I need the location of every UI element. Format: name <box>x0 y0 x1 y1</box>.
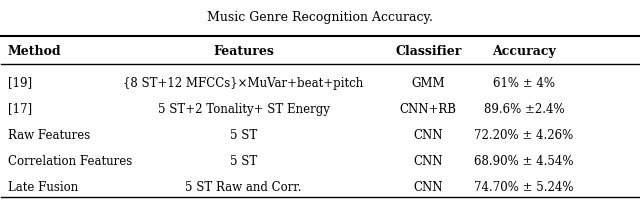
Text: 5 ST Raw and Corr.: 5 ST Raw and Corr. <box>186 180 302 193</box>
Text: 74.70% ± 5.24%: 74.70% ± 5.24% <box>474 180 573 193</box>
Text: Accuracy: Accuracy <box>492 45 556 58</box>
Text: Late Fusion: Late Fusion <box>8 180 78 193</box>
Text: 5 ST: 5 ST <box>230 154 257 167</box>
Text: Music Genre Recognition Accuracy.: Music Genre Recognition Accuracy. <box>207 11 433 24</box>
Text: CNN+RB: CNN+RB <box>400 102 457 115</box>
Text: CNN: CNN <box>413 128 443 141</box>
Text: CNN: CNN <box>413 154 443 167</box>
Text: 68.90% ± 4.54%: 68.90% ± 4.54% <box>474 154 573 167</box>
Text: 5 ST+2 Tonality+ ST Energy: 5 ST+2 Tonality+ ST Energy <box>157 102 330 115</box>
Text: {8 ST+12 MFCCs}×MuVar+beat+pitch: {8 ST+12 MFCCs}×MuVar+beat+pitch <box>124 76 364 89</box>
Text: CNN: CNN <box>413 180 443 193</box>
Text: GMM: GMM <box>412 76 445 89</box>
Text: 72.20% ± 4.26%: 72.20% ± 4.26% <box>474 128 573 141</box>
Text: [17]: [17] <box>8 102 32 115</box>
Text: Classifier: Classifier <box>395 45 461 58</box>
Text: Features: Features <box>213 45 274 58</box>
Text: [19]: [19] <box>8 76 32 89</box>
Text: 5 ST: 5 ST <box>230 128 257 141</box>
Text: Method: Method <box>8 45 61 58</box>
Text: 89.6% ±2.4%: 89.6% ±2.4% <box>484 102 564 115</box>
Text: 61% ± 4%: 61% ± 4% <box>493 76 555 89</box>
Text: Raw Features: Raw Features <box>8 128 90 141</box>
Text: Correlation Features: Correlation Features <box>8 154 132 167</box>
